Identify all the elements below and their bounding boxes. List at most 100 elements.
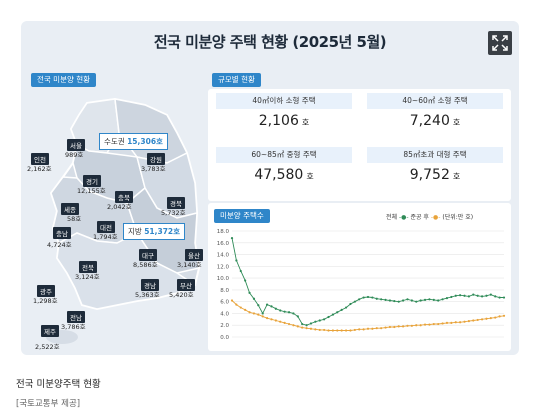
data-point-completed (235, 303, 238, 306)
region-name-sejong: 세종 (61, 203, 79, 215)
stat-number: 7,240 (409, 113, 450, 129)
data-point-total (318, 319, 321, 322)
data-point-completed (463, 320, 466, 323)
y-tick-label: 12.0 (217, 264, 230, 270)
chart-section-label: 미분양 주택수 (214, 209, 270, 223)
region-value-jeonbuk: 3,124호 (75, 273, 100, 281)
data-point-total (358, 298, 361, 301)
stat-number: 47,580 (254, 167, 304, 183)
data-point-total (428, 298, 431, 301)
data-point-total (323, 318, 326, 321)
region-value-seoul: 989호 (65, 151, 84, 159)
expand-button[interactable] (488, 31, 512, 55)
expand-icon (492, 35, 508, 51)
stat-card: 60~85㎡ 중형 주택 47,580 호 (216, 147, 352, 197)
data-point-total (261, 312, 264, 315)
data-point-completed (296, 325, 299, 328)
region-name-jeonnam: 전남 (67, 311, 85, 323)
data-point-completed (494, 316, 497, 319)
data-point-total (279, 309, 282, 312)
y-tick-label: 14.0 (217, 253, 230, 259)
data-point-completed (476, 318, 479, 322)
data-point-total (437, 299, 440, 302)
data-point-total (441, 298, 444, 301)
data-point-total (366, 295, 370, 299)
data-point-completed (252, 312, 256, 315)
data-point-total (489, 293, 492, 296)
stat-value: 47,580 호 (216, 167, 352, 183)
infographic: 전국 미분양 주택 현황 (2025년 5월) 전국 미분양 현황 서울 989… (21, 21, 519, 355)
data-point-total (498, 296, 501, 299)
stat-unit: 호 (452, 172, 461, 181)
legend-completed-marker: -●- (430, 214, 441, 221)
stat-label: 40~60㎡ 소형 주택 (367, 93, 503, 109)
stat-card: 85㎡초과 대형 주택 9,752 호 (367, 147, 503, 197)
data-point-completed (336, 329, 339, 332)
data-point-completed (485, 317, 488, 320)
data-point-completed (283, 321, 286, 324)
data-point-total (432, 298, 435, 301)
data-point-total (410, 299, 413, 302)
data-point-completed (353, 328, 356, 332)
data-point-completed (340, 329, 343, 332)
data-point-completed (358, 328, 361, 331)
local-area-name: 지방 (128, 227, 142, 236)
data-point-completed (274, 319, 277, 322)
data-point-completed (305, 327, 308, 330)
y-tick-label: 2.0 (220, 323, 229, 329)
stat-unit: 호 (452, 118, 461, 127)
stat-unit: 호 (301, 118, 310, 127)
data-point-total (445, 297, 449, 300)
image-credit: [국토교통부 제공] (16, 399, 81, 409)
data-point-total (252, 297, 256, 300)
region-value-gyeongnam: 5,363호 (135, 291, 160, 299)
y-tick-label: 4.0 (220, 311, 229, 317)
data-point-total (463, 294, 466, 297)
local-area-callout: 지방 51,372호 (123, 223, 186, 240)
y-tick-label: 0.0 (220, 335, 229, 341)
data-point-completed (380, 327, 383, 330)
data-point-completed (279, 320, 282, 323)
data-point-total (340, 308, 343, 312)
data-point-completed (384, 326, 387, 329)
data-point-total (371, 296, 374, 299)
data-point-completed (388, 325, 392, 329)
series-line-completed (231, 300, 505, 331)
region-value-ulsan: 3,140호 (177, 261, 202, 269)
y-tick-label: 16.0 (217, 241, 230, 247)
line-chart: 0.0 2.0 4.0 6.0 8.0 10.0 12.0 14.0 16.0 18.0 (217, 229, 506, 341)
region-value-gyeonggi: 12,155호 (77, 187, 106, 195)
data-point-total (248, 291, 251, 294)
data-point-total (353, 300, 356, 303)
stat-card: 40㎡이하 소형 주택 2,106 호 (216, 93, 352, 143)
size-section-label: 규모별 현황 (212, 73, 261, 87)
stat-value: 2,106 호 (216, 113, 352, 129)
data-point-total (244, 279, 247, 282)
legend-completed-label: 준공 후 (410, 214, 429, 221)
stat-number: 9,752 (409, 167, 450, 183)
series-line-total (231, 238, 504, 326)
stat-label: 40㎡이하 소형 주택 (216, 93, 352, 109)
region-value-jeonnam: 3,786호 (61, 323, 86, 331)
data-point-total (287, 311, 291, 314)
region-name-gyeongbuk: 경북 (167, 197, 185, 209)
region-name-seoul: 서울 (67, 139, 85, 151)
data-point-total (257, 304, 260, 307)
region-value-chungnam: 4,724호 (47, 241, 72, 249)
stat-value: 9,752 호 (367, 167, 503, 183)
data-point-total (235, 259, 238, 262)
region-name-gyeongnam: 경남 (141, 279, 159, 291)
data-point-completed (397, 325, 400, 328)
capital-area-name: 수도권 (104, 137, 125, 146)
region-value-incheon: 2,162호 (27, 165, 52, 173)
y-tick-label: 8.0 (220, 288, 229, 294)
korea-map-shape (46, 97, 201, 344)
data-point-completed (318, 328, 321, 332)
region-name-gangwon: 강원 (147, 153, 165, 165)
capital-area-value: 15,306호 (127, 137, 163, 146)
data-point-total (305, 324, 308, 327)
region-name-gwangju: 광주 (37, 285, 55, 297)
data-point-completed (450, 321, 453, 324)
data-point-completed (344, 329, 348, 332)
data-point-total (380, 298, 383, 301)
